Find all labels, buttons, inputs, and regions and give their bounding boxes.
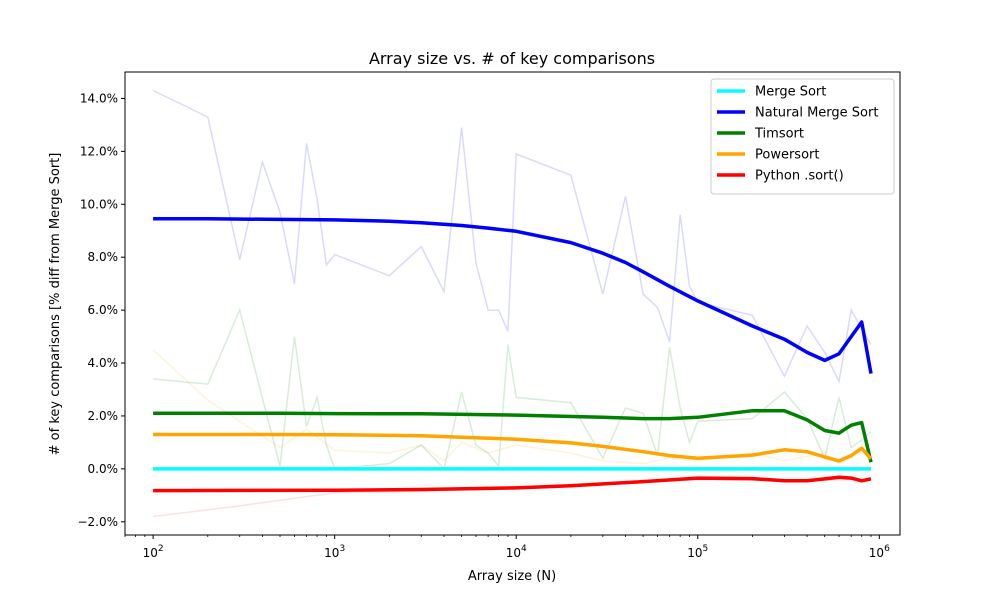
main-series-group [153, 217, 873, 493]
y-tick-label: 6.0% [88, 303, 119, 317]
y-tick-label: −2.0% [77, 515, 118, 529]
x-tick-label-exponent: 6 [884, 544, 890, 554]
y-tick-label: 4.0% [88, 356, 119, 370]
y-tick-label: 2.0% [88, 409, 119, 423]
x-tick-label-base: 10 [687, 546, 702, 560]
x-tick-label-exponent: 4 [521, 544, 527, 554]
y-axis-label: # of key comparisons [% diff from Merge … [48, 153, 63, 456]
y-tick-label: 12.0% [80, 144, 118, 158]
y-tick-label: 8.0% [88, 250, 119, 264]
x-tick-label: 104 [506, 544, 527, 560]
legend-label-natural-merge-sort: Natural Merge Sort [755, 106, 878, 121]
legend-label-merge-sort: Merge Sort [755, 85, 826, 100]
series-line-timsort [153, 408, 873, 463]
y-axis: −2.0% 0.0% 2.0% 4.0% 6.0% 8.0% 10.0% 12.0% 14.0% [77, 91, 125, 529]
x-tick-label-base: 10 [869, 546, 884, 560]
series-line-python-sort [153, 475, 872, 493]
plot-frame [124, 71, 901, 536]
chart-title: Array size vs. # of key comparisons [369, 49, 655, 68]
x-tick-label-base: 10 [324, 546, 339, 560]
x-tick-label-base: 10 [506, 546, 521, 560]
x-axis: 102 103 104 105 106 [124, 535, 890, 560]
x-tick-label-exponent: 2 [158, 544, 164, 554]
x-tick-label: 103 [324, 544, 345, 560]
x-tick-label-exponent: 5 [703, 544, 709, 554]
series-line-powersort [153, 432, 873, 463]
legend-box [710, 78, 895, 195]
y-tick-label: 14.0% [80, 91, 118, 105]
raw-line-timsort [153, 307, 872, 471]
x-tick-label-exponent: 3 [339, 544, 345, 554]
legend-label-timsort: Timsort [754, 127, 804, 142]
x-axis-label: Array size (N) [468, 569, 556, 584]
legend-label-powersort: Powersort [755, 148, 819, 163]
x-tick-label: 102 [143, 544, 164, 560]
x-tick-label-base: 10 [143, 546, 158, 560]
y-tick-label: 0.0% [88, 462, 119, 476]
legend-label-python-sort: Python .sort() [755, 169, 844, 184]
y-tick-label: 10.0% [80, 197, 118, 211]
raw-line-natural-merge-sort [152, 89, 872, 384]
legend: Merge Sort Natural Merge Sort Timsort Power… [710, 78, 895, 195]
x-tick-label: 106 [869, 544, 890, 560]
x-tick-label: 105 [687, 544, 708, 560]
raw-line-powersort [152, 349, 872, 465]
series-line-natural-merge-sort [153, 217, 873, 374]
